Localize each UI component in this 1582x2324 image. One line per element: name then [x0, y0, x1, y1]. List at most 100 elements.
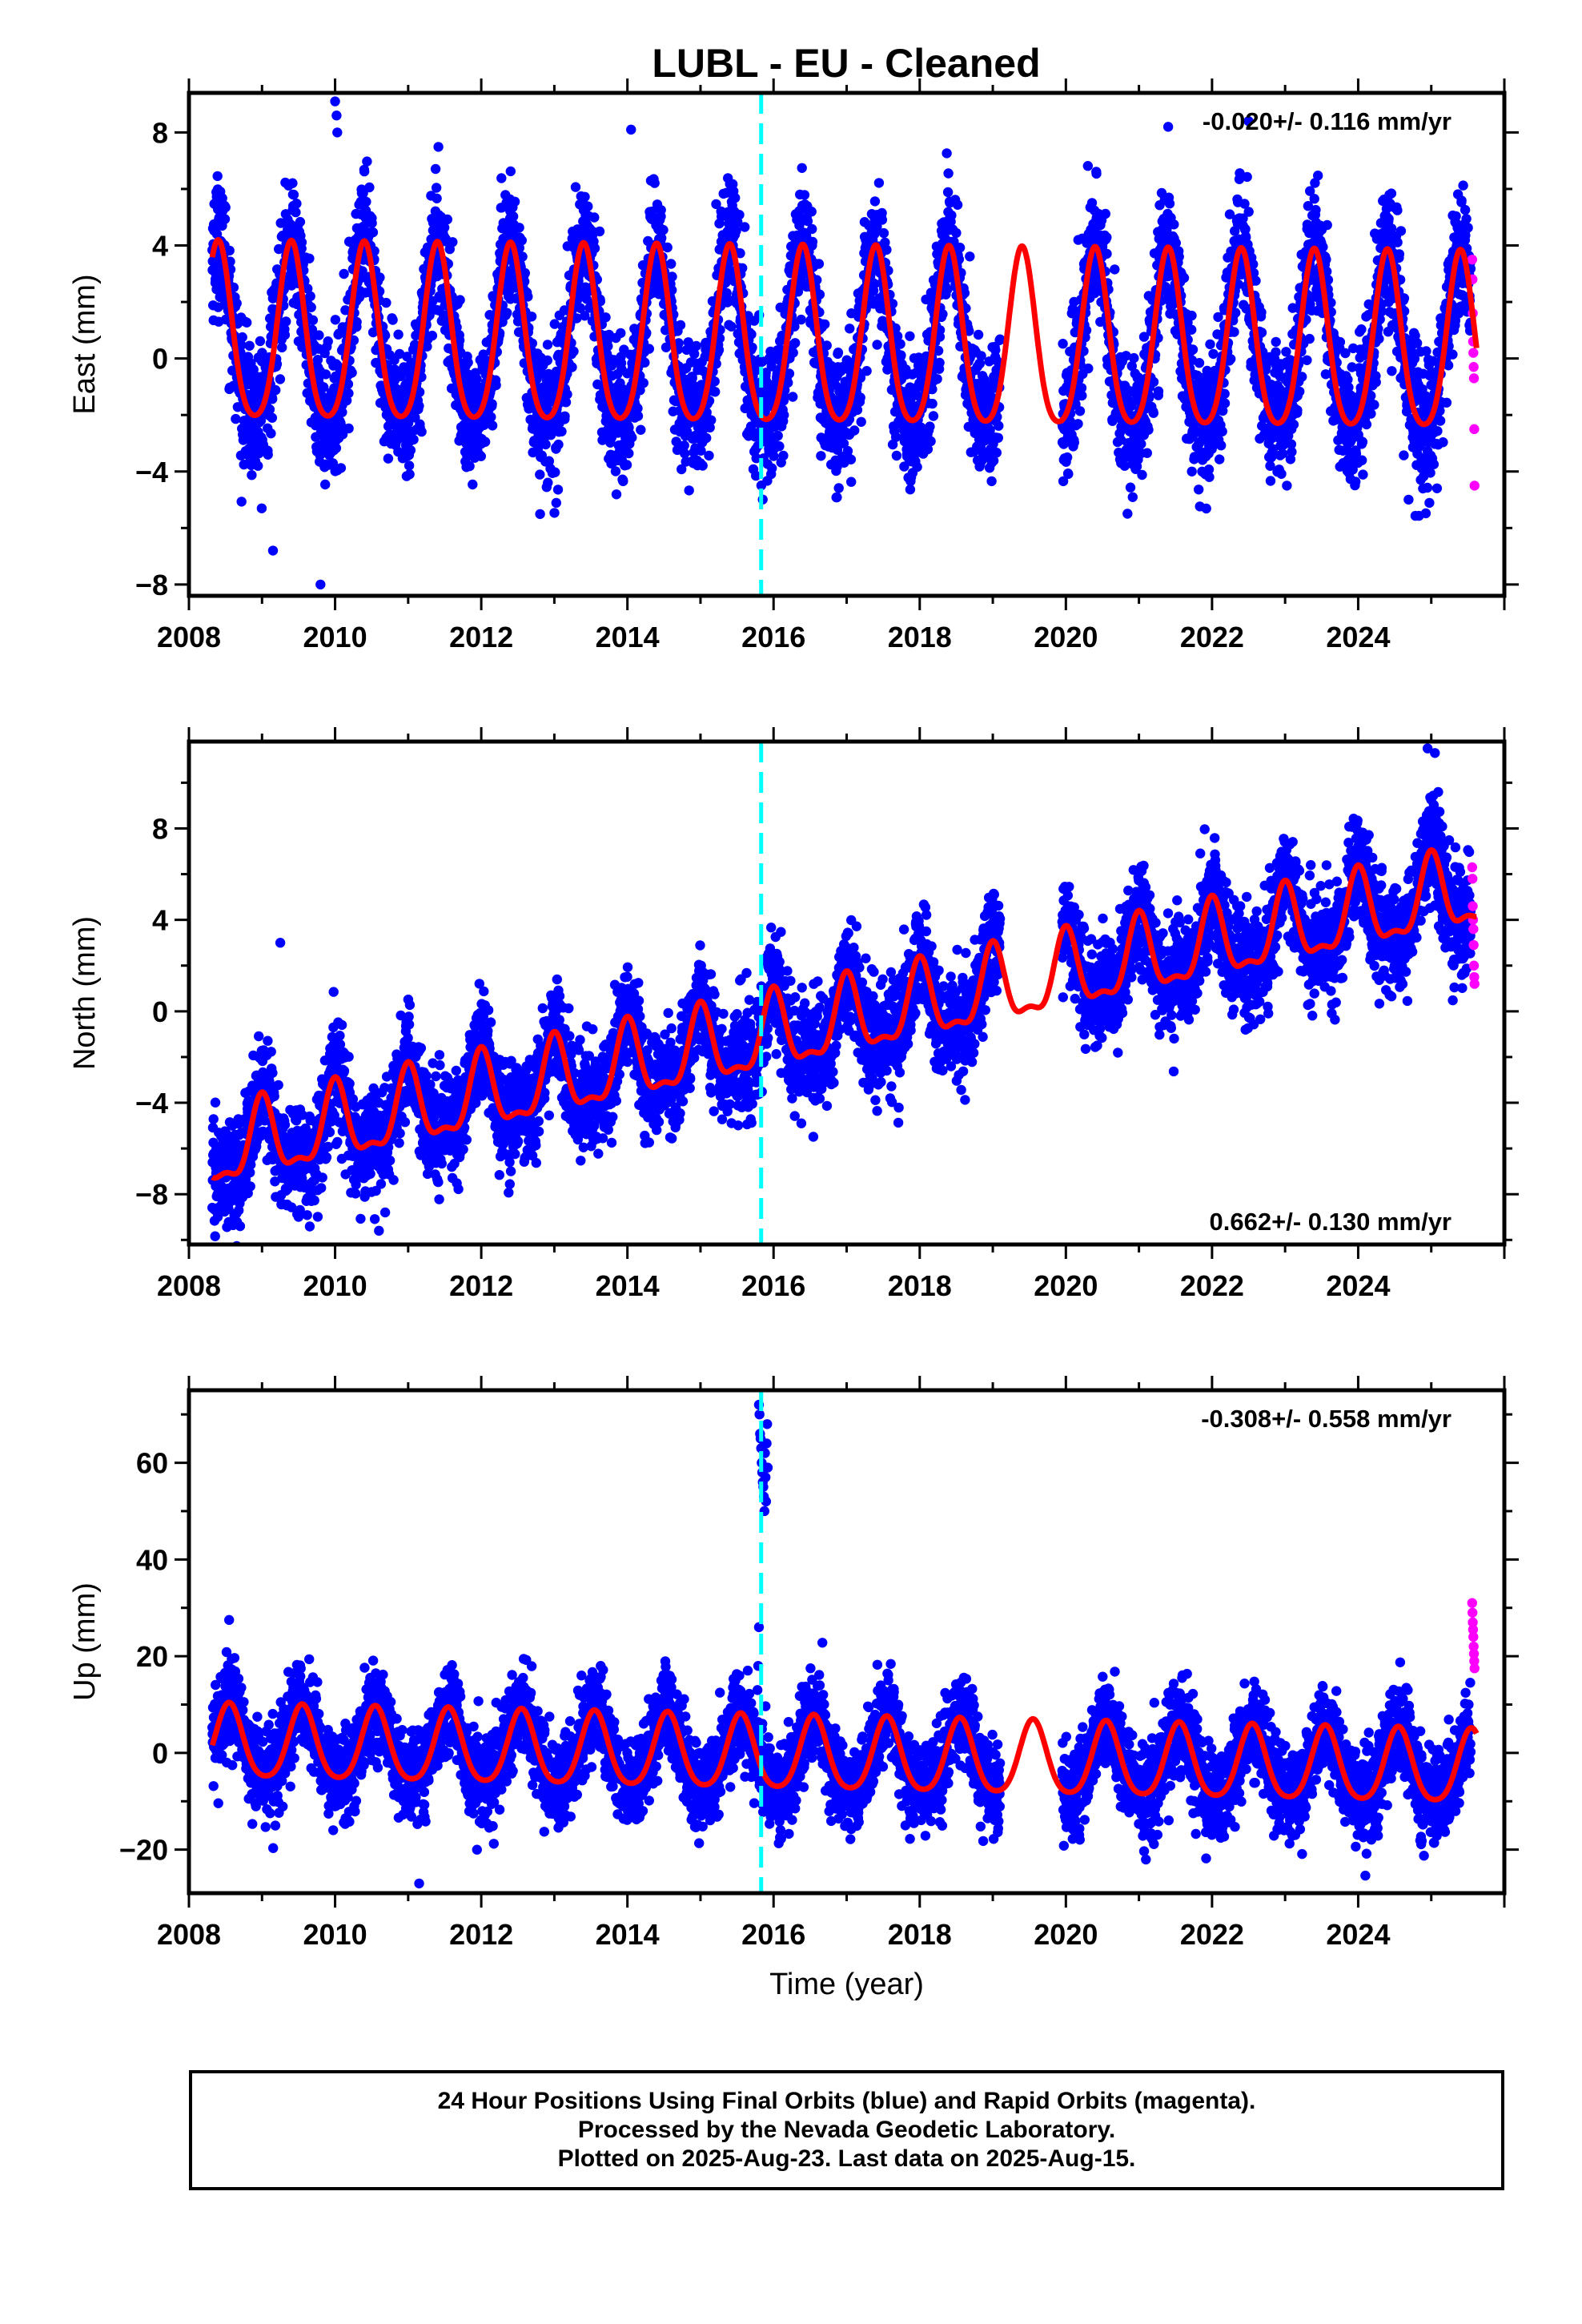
east-point [1102, 248, 1112, 259]
east-point [849, 425, 860, 436]
east-point [431, 183, 442, 193]
east-point [323, 336, 333, 347]
east-point [788, 348, 798, 358]
east-point [689, 348, 700, 360]
east-point [343, 388, 354, 399]
east-point [1148, 408, 1159, 418]
panel-east: 2008 2010 2012 2014 2016 2018 2020 2022 2024−8−4… [68, 78, 1519, 653]
east-point [1194, 485, 1204, 495]
east-point [890, 432, 901, 442]
east-point [709, 376, 720, 387]
east-point [684, 485, 694, 496]
east-point [405, 445, 416, 456]
east-point [681, 426, 693, 436]
east-point [895, 339, 905, 349]
east-point [383, 453, 394, 464]
east-point [394, 348, 405, 360]
east-point [610, 466, 621, 476]
east-point [1082, 161, 1094, 171]
east-point [404, 460, 415, 471]
east-point [263, 449, 273, 460]
east-point [701, 432, 712, 444]
east-point [952, 199, 963, 210]
east-point [696, 445, 706, 456]
east-point [821, 340, 832, 351]
east-point [905, 331, 915, 341]
east-point [303, 283, 313, 294]
east-point [806, 207, 817, 217]
east-point [575, 303, 586, 313]
east-point [393, 329, 404, 340]
east-point [257, 348, 267, 358]
east-point [856, 416, 866, 427]
east-point [1083, 363, 1094, 374]
east-point [1256, 307, 1267, 318]
east-point [231, 298, 242, 308]
east-point [928, 411, 939, 421]
east-point [891, 450, 902, 461]
east-point [583, 201, 593, 211]
east-point [560, 397, 572, 408]
east-point [673, 338, 684, 348]
east-point [813, 259, 825, 269]
east-point [1187, 344, 1199, 355]
east-point [946, 210, 957, 221]
east-point [649, 178, 660, 188]
east-point [799, 190, 810, 200]
east-point [990, 344, 1001, 356]
east-point [788, 392, 798, 402]
east-point [878, 227, 889, 239]
east-point [279, 330, 291, 340]
east-point [912, 461, 922, 472]
east-point [845, 454, 857, 464]
east-point [281, 316, 291, 327]
east-point [706, 415, 717, 425]
east-point [505, 166, 516, 177]
east-point [1215, 454, 1225, 464]
east-point [730, 192, 741, 203]
east-point [255, 416, 267, 426]
east-point [213, 302, 223, 312]
east-point [624, 448, 634, 459]
east-point [832, 492, 842, 503]
east-point [713, 344, 725, 356]
east-point [656, 205, 666, 215]
east-point [408, 434, 419, 445]
east-point [1186, 310, 1197, 321]
east-point [430, 163, 441, 175]
east-point [320, 479, 331, 490]
east-point [549, 508, 560, 518]
east-point [774, 441, 785, 452]
east-point [553, 439, 564, 450]
east-point [264, 404, 275, 415]
east-point [1062, 452, 1073, 463]
east-point [1100, 208, 1111, 219]
east-point [1137, 469, 1147, 480]
east-point [414, 400, 424, 412]
east-point [632, 403, 643, 414]
east-point [304, 253, 315, 263]
east-point [926, 436, 936, 447]
east-point [359, 166, 370, 177]
east-point [1073, 419, 1083, 429]
east-point [773, 430, 783, 441]
east-point [295, 216, 306, 227]
east-point [560, 411, 570, 421]
east-point [675, 320, 686, 331]
east-point [656, 233, 667, 243]
east-point [846, 476, 857, 487]
east-point [965, 251, 975, 262]
east-point [267, 394, 278, 404]
east-point [881, 244, 892, 255]
east-point [721, 287, 732, 299]
east-point [1204, 472, 1215, 482]
east-point [816, 451, 826, 461]
east-point [516, 235, 527, 246]
east-point [387, 315, 398, 325]
east-point [487, 399, 497, 409]
east-point [568, 346, 579, 356]
east-point [331, 443, 342, 453]
east-point [925, 421, 935, 432]
east-point [1208, 348, 1219, 360]
east-point [1110, 264, 1120, 275]
